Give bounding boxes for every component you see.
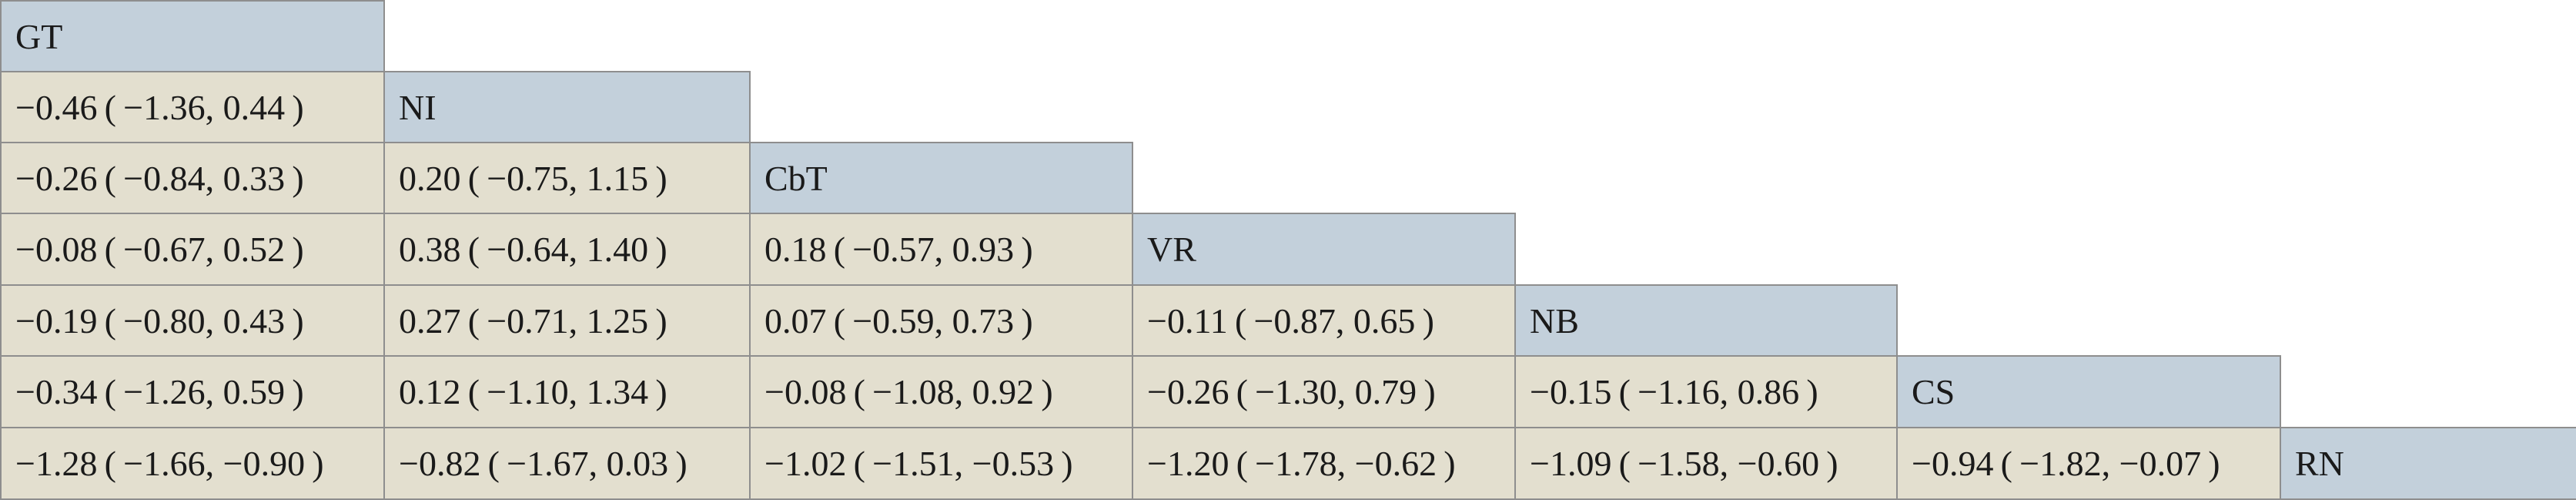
- comparison-cell: 0.12 ( −1.10, 1.34 ): [383, 355, 751, 428]
- comparison-cell: −1.02 ( −1.51, −0.53 ): [749, 427, 1133, 500]
- comparison-cell: −0.26 ( −1.30, 0.79 ): [1132, 355, 1516, 428]
- comparison-cell: −0.46 ( −1.36, 0.44 ): [0, 71, 385, 143]
- treatment-header-gt: GT: [0, 0, 385, 72]
- comparison-cell: 0.38 ( −0.64, 1.40 ): [383, 213, 751, 286]
- treatment-header-rn: RN: [2280, 427, 2576, 500]
- comparison-cell: −0.08 ( −0.67, 0.52 ): [0, 213, 385, 286]
- comparison-cell: −1.28 ( −1.66, −0.90 ): [0, 427, 385, 500]
- treatment-header-ni: NI: [383, 71, 751, 143]
- comparison-cell: −0.94 ( −1.82, −0.07 ): [1896, 427, 2281, 500]
- comparison-cell: 0.07 ( −0.59, 0.73 ): [749, 284, 1133, 357]
- comparison-cell: −0.34 ( −1.26, 0.59 ): [0, 355, 385, 428]
- treatment-header-nb: NB: [1514, 284, 1898, 357]
- comparison-cell: −0.82 ( −1.67, 0.03 ): [383, 427, 751, 500]
- treatment-header-vr: VR: [1132, 213, 1516, 286]
- comparison-cell: −0.26 ( −0.84, 0.33 ): [0, 142, 385, 214]
- comparison-cell: 0.20 ( −0.75, 1.15 ): [383, 142, 751, 214]
- comparison-cell: 0.18 ( −0.57, 0.93 ): [749, 213, 1133, 286]
- treatment-header-cbt: CbT: [749, 142, 1133, 214]
- treatment-header-cs: CS: [1896, 355, 2281, 428]
- comparison-cell: −1.09 ( −1.58, −0.60 ): [1514, 427, 1898, 500]
- comparison-cell: −0.19 ( −0.80, 0.43 ): [0, 284, 385, 357]
- comparison-cell: −1.20 ( −1.78, −0.62 ): [1132, 427, 1516, 500]
- comparison-cell: 0.27 ( −0.71, 1.25 ): [383, 284, 751, 357]
- comparison-cell: −0.08 ( −1.08, 0.92 ): [749, 355, 1133, 428]
- comparison-cell: −0.15 ( −1.16, 0.86 ): [1514, 355, 1898, 428]
- comparison-cell: −0.11 ( −0.87, 0.65 ): [1132, 284, 1516, 357]
